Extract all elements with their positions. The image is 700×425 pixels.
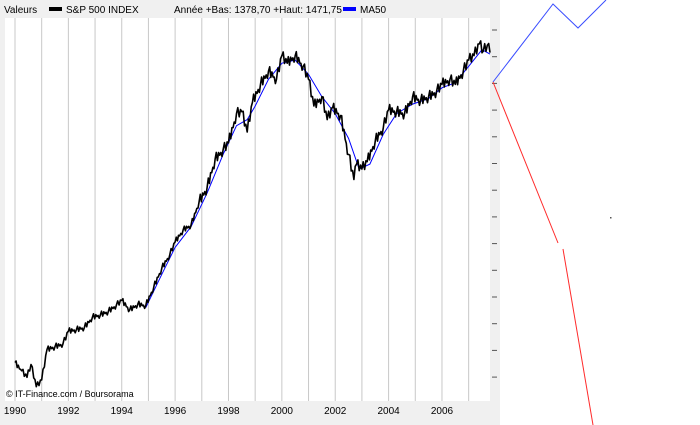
overlay-line-blue [492, 0, 607, 83]
overlay-dot [610, 217, 612, 219]
grid [14, 18, 470, 401]
legend-swatch-ma [343, 7, 356, 11]
legend: Valeurs S&P 500 INDEX Année +Bas: 1378,7… [4, 5, 387, 16]
x-tick-label: 1996 [164, 406, 187, 417]
credit-text: © IT-Finance.com / Boursorama [6, 389, 134, 399]
y-axis-ticks [492, 29, 497, 378]
legend-stats: Année +Bas: 1378,70 +Haut: 1471,75 [174, 5, 342, 16]
price-line [14, 40, 491, 388]
x-tick-label: 2004 [377, 406, 400, 417]
x-tick-label: 2006 [431, 406, 454, 417]
x-tick-label: 2002 [324, 406, 347, 417]
legend-series-label: S&P 500 INDEX [66, 5, 139, 16]
plot-area [5, 18, 490, 401]
x-tick-label: 1990 [4, 406, 27, 417]
legend-ma-label: MA50 [360, 5, 387, 16]
x-axis-ticks: 1990 1992 1994 1996 1998 2000 2002 2004 2006 [4, 406, 454, 417]
x-tick-label: 1998 [217, 406, 240, 417]
x-tick-label: 1992 [57, 406, 80, 417]
x-tick-label: 1994 [111, 406, 134, 417]
x-tick-label: 2000 [271, 406, 294, 417]
overlay-line-red-lower [562, 248, 594, 425]
overlay-line-red-upper [492, 81, 559, 244]
legend-swatch-price [49, 7, 62, 11]
legend-prefix: Valeurs [4, 5, 37, 16]
